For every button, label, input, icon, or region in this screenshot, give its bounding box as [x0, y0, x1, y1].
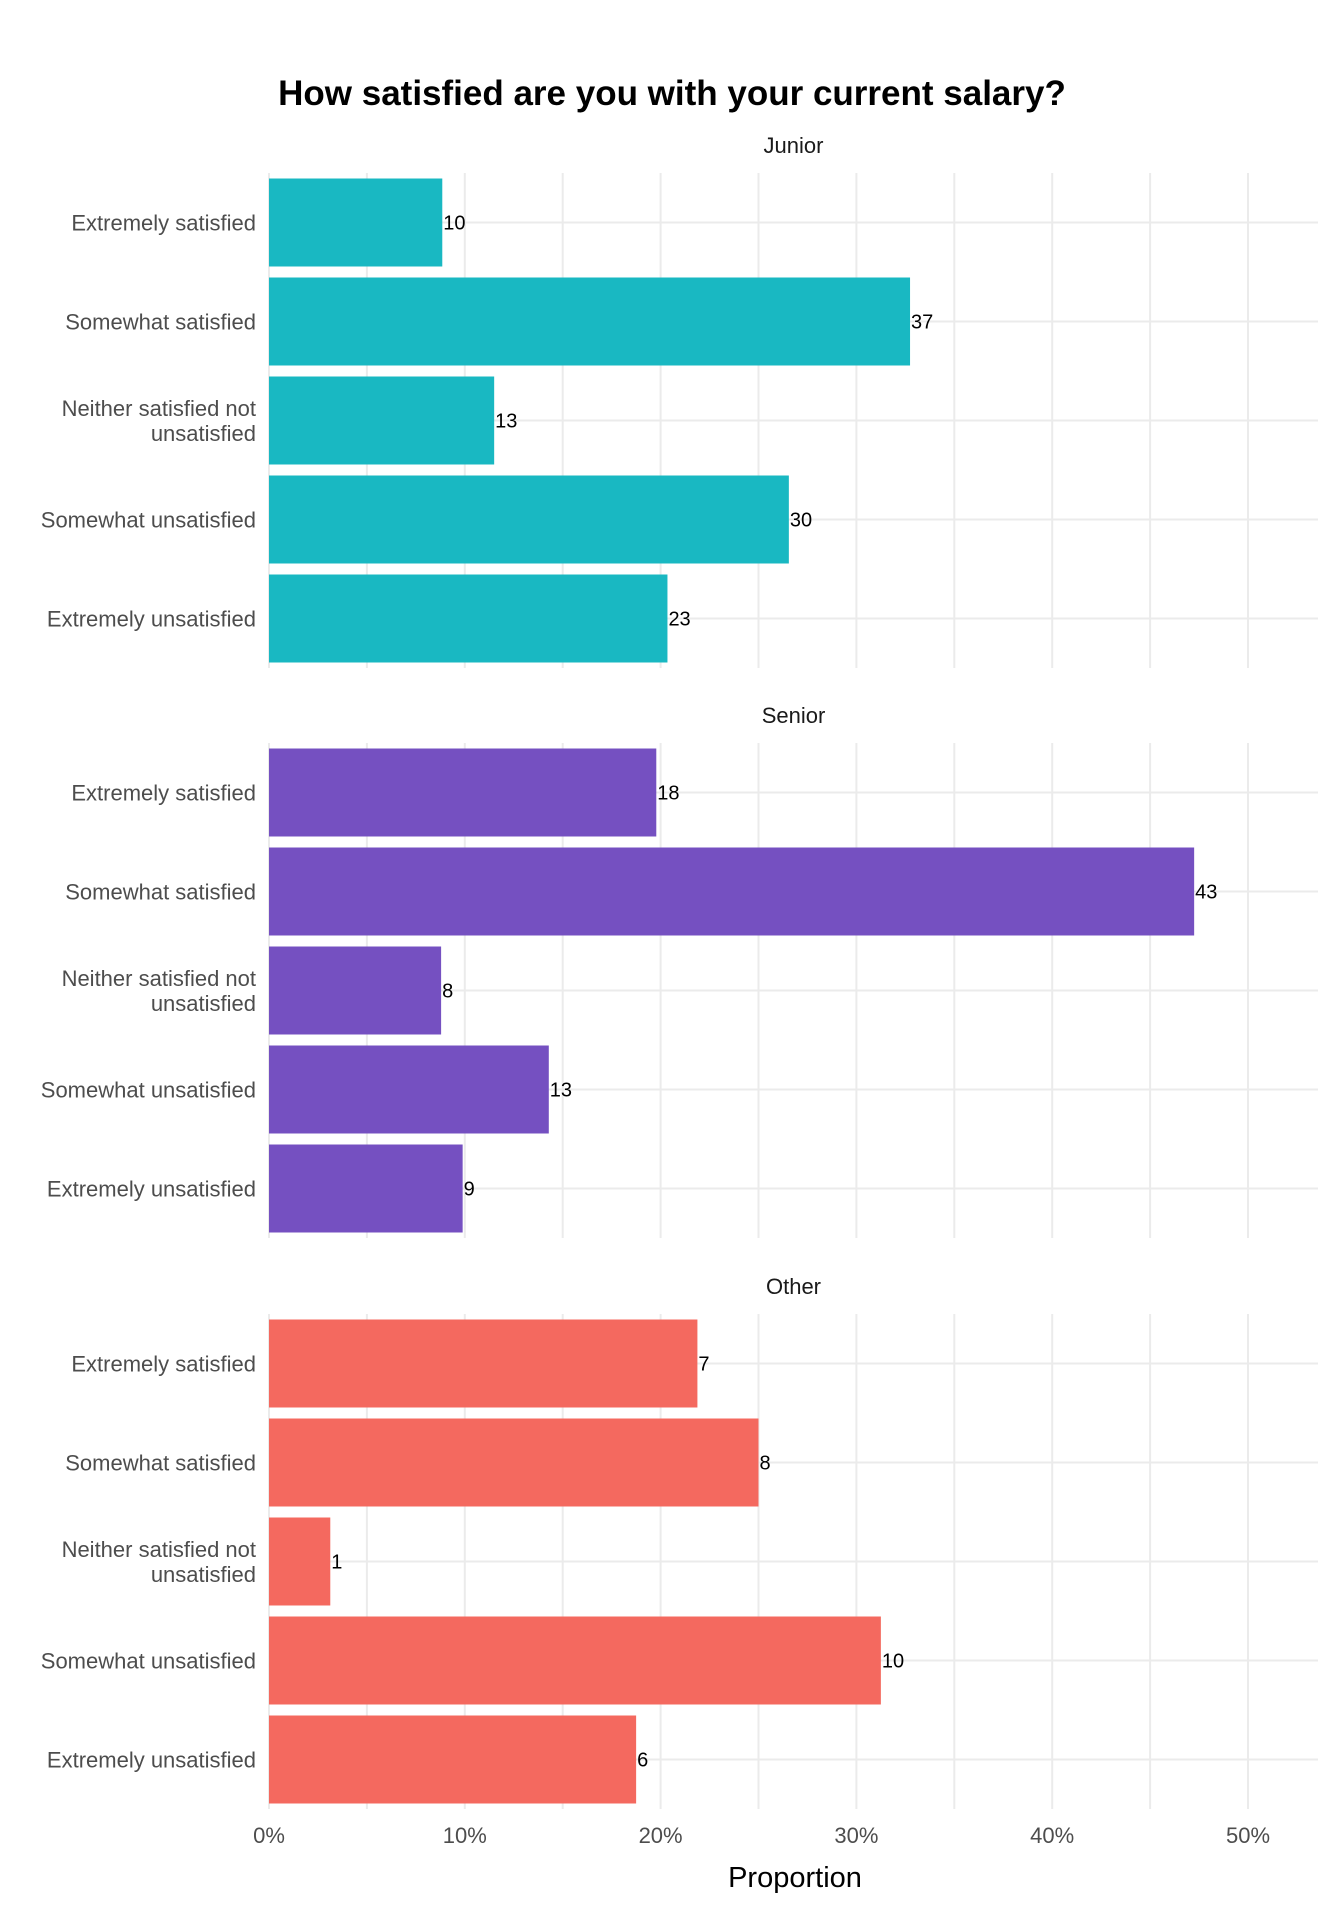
bar-junior-4: [269, 475, 789, 564]
category-label: Somewhat satisfied: [65, 310, 256, 335]
bar-other-4: [269, 1616, 881, 1705]
category-label: Extremely satisfied: [71, 781, 256, 806]
facet-panel-junior: Junior Extremely satisfied 10 Somewhat sati…: [41, 133, 1318, 668]
bar-junior-3: [269, 376, 495, 465]
bar-other-2: [269, 1418, 759, 1507]
data-label: 7: [698, 1354, 709, 1376]
data-label: 37: [911, 312, 933, 334]
category-label: Somewhat unsatisfied: [41, 1078, 256, 1103]
bar-other-3: [269, 1517, 331, 1606]
category-label: Extremely satisfied: [71, 211, 256, 236]
data-label: 23: [668, 609, 690, 631]
data-label: 10: [882, 1651, 904, 1673]
chart-title: How satisfied are you with your current …: [278, 74, 1066, 113]
facet-panels: Junior Extremely satisfied 10 Somewhat sati…: [41, 133, 1318, 1809]
data-label: 8: [760, 1453, 771, 1475]
bar-junior-5: [269, 574, 668, 663]
category-label: Extremely unsatisfied: [47, 1748, 256, 1773]
category-label: Somewhat satisfied: [65, 1451, 256, 1476]
facet-strip-label: Senior: [762, 703, 826, 728]
bar-senior-2: [269, 847, 1195, 936]
category-label: Neither satisfied not unsatisfied: [62, 396, 256, 446]
facet-panel-other: Other Extremely satisfied 7 Somewhat satisf…: [41, 1274, 1318, 1809]
data-label: 18: [657, 783, 679, 805]
facet-strip-label: Other: [766, 1274, 821, 1299]
category-label: Extremely unsatisfied: [47, 607, 256, 632]
x-axis: 0% 10% 20% 30% 40% 50%: [253, 1823, 1270, 1848]
bar-other-1: [269, 1319, 698, 1408]
category-label: Neither satisfied not unsatisfied: [62, 1537, 256, 1587]
x-axis-label: Proportion: [728, 1862, 862, 1894]
data-label: 13: [550, 1080, 572, 1102]
category-label: Extremely satisfied: [71, 1352, 256, 1377]
data-label: 30: [790, 510, 812, 532]
bar-junior-2: [269, 277, 911, 366]
bar-senior-3: [269, 946, 442, 1035]
data-label: 9: [464, 1179, 475, 1201]
data-label: 10: [443, 213, 465, 235]
x-tick-label: 20%: [639, 1823, 683, 1848]
x-tick-label: 0%: [253, 1823, 285, 1848]
data-label: 1: [331, 1552, 342, 1574]
x-tick-label: 30%: [834, 1823, 878, 1848]
category-label: Extremely unsatisfied: [47, 1177, 256, 1202]
facet-strip-label: Junior: [764, 133, 824, 158]
x-tick-label: 10%: [443, 1823, 487, 1848]
category-label: Somewhat unsatisfied: [41, 1649, 256, 1674]
bar-senior-5: [269, 1144, 463, 1233]
category-label: Neither satisfied not unsatisfied: [62, 966, 256, 1016]
category-label: Somewhat unsatisfied: [41, 508, 256, 533]
data-label: 8: [442, 981, 453, 1003]
bar-junior-1: [269, 178, 443, 267]
data-label: 43: [1195, 882, 1217, 904]
data-label: 6: [637, 1750, 648, 1772]
data-label: 13: [495, 411, 517, 433]
bar-senior-4: [269, 1045, 549, 1134]
x-tick-label: 50%: [1226, 1823, 1270, 1848]
x-tick-label: 40%: [1030, 1823, 1074, 1848]
bar-senior-1: [269, 748, 657, 837]
facet-panel-senior: Senior Extremely satisfied 18 Somewhat sati…: [41, 703, 1318, 1238]
bar-other-5: [269, 1715, 637, 1804]
category-label: Somewhat satisfied: [65, 880, 256, 905]
